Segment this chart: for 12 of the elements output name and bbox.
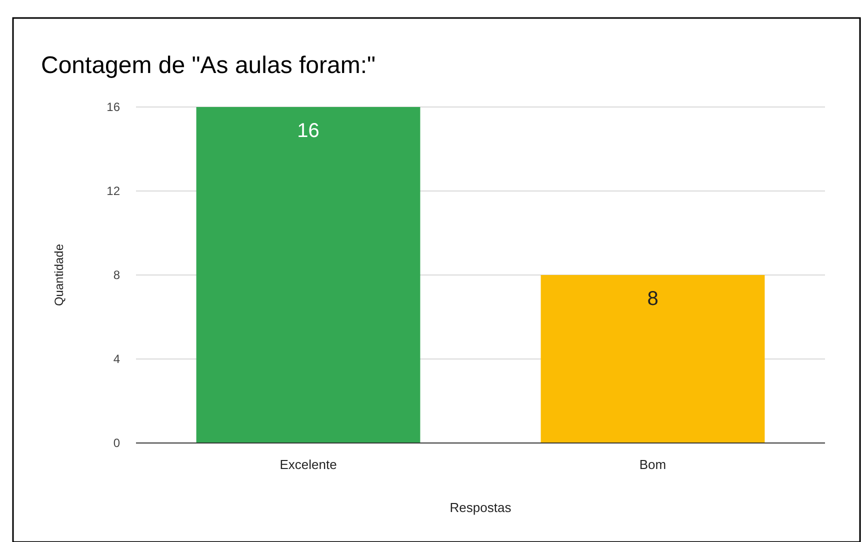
y-tick-label: 8 [113,268,120,282]
x-axis-title: Respostas [450,500,512,515]
data-label: 16 [297,120,320,142]
y-tick-label: 12 [106,184,120,198]
chart-title: Contagem de "As aulas foram:" [41,52,376,79]
x-tick-label: Excelente [280,457,337,472]
x-tick-label: Bom [639,457,666,472]
y-tick-label: 4 [113,352,120,366]
y-tick-label: 0 [113,436,120,450]
y-axis-title: Quantidade [52,244,66,306]
y-tick-label: 16 [106,100,120,114]
data-label: 8 [647,288,658,310]
